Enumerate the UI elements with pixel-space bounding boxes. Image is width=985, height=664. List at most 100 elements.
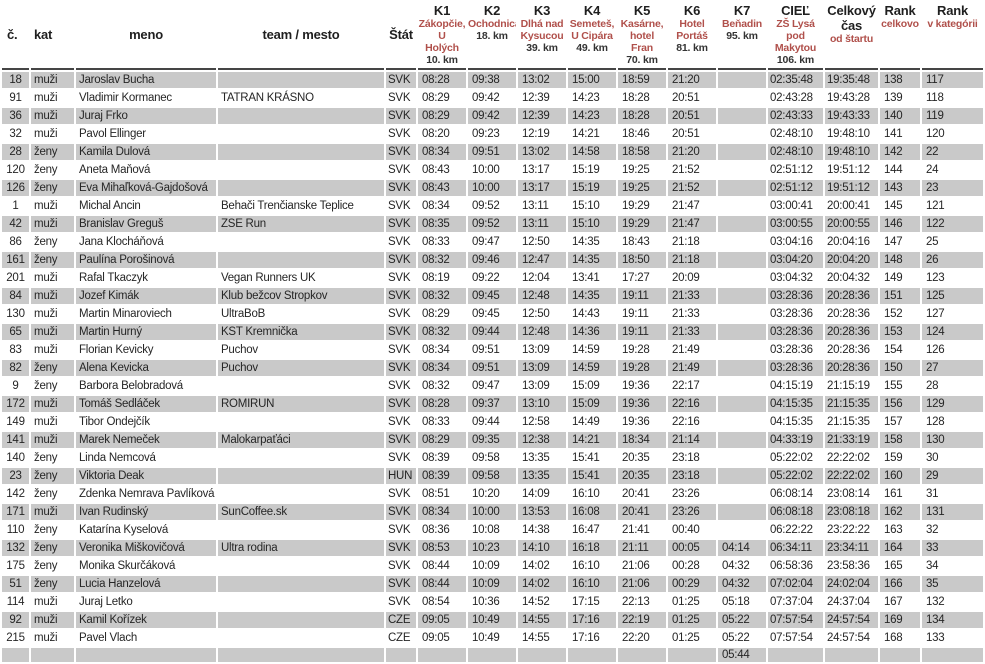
cell-meno: Zdenka Nemrava Pavlíková	[79, 488, 215, 500]
cell-k4: 14:36	[568, 324, 616, 340]
cell-ciel: 03:00:41	[770, 200, 813, 212]
cell-ciel: 04:33:19	[768, 432, 823, 448]
cell-k4: 14:59	[568, 360, 616, 376]
cell-ciel: 06:34:11	[768, 540, 823, 556]
cell-rank: 153	[880, 324, 920, 340]
column-title: meno	[129, 27, 163, 42]
cell-k7	[718, 450, 766, 466]
table-row: 132 ženy Veronika Miškovičová Ultra rodina S…	[2, 540, 983, 556]
cell-rank: 156	[880, 396, 920, 412]
cell-k3: 13:02	[518, 72, 566, 88]
cell-k4: 15:19	[568, 180, 616, 196]
cell-rank: 152	[884, 308, 903, 320]
cell-cislo: 161	[2, 252, 29, 268]
cell-stat: SVK	[388, 128, 411, 140]
cell-k6: 21:20	[668, 144, 716, 160]
cell-kat: muži	[34, 272, 58, 284]
cell-cislo: 114	[6, 596, 25, 608]
cell-k6: 01:25	[672, 632, 700, 644]
cell-celkovy: 22:22:02	[825, 468, 878, 484]
cell-meno: Lucia Hanzelová	[76, 576, 216, 592]
cell-team: Klub bežcov Stropkov	[218, 288, 384, 304]
cell-team: KST Kremnička	[218, 324, 384, 340]
checkpoint-location-label: Hotel Portáš	[676, 18, 708, 42]
cell-kat: ženy	[31, 576, 74, 592]
cell-meno: Linda Nemcová	[79, 452, 156, 464]
cell-celkovy: 21:15:35	[825, 396, 878, 412]
checkpoint-distance-label: 95. km	[726, 30, 758, 42]
cell-k3: 13:17	[518, 180, 566, 196]
cell-k7	[718, 180, 766, 196]
cell-k4: 15:10	[572, 200, 600, 212]
cell-kat: muži	[31, 216, 74, 232]
cell-k1: 08:53	[418, 540, 466, 556]
cell-kat: muži	[31, 504, 74, 520]
column-header-k4: K4 Semeteš, U Cipára 49. km	[568, 2, 616, 70]
cell-ciel: 06:08:18	[768, 504, 823, 520]
table-row: 82 ženy Alena Kevicka Puchov SVK 08:34 09:51 13…	[2, 360, 983, 376]
cell-k6: 20:09	[672, 272, 700, 284]
column-title: K3	[533, 3, 551, 18]
cell-rankkat: 23	[922, 180, 983, 196]
cell-k7	[718, 126, 766, 142]
cell-k1: 08:34	[422, 200, 450, 212]
cell-stat: SVK	[388, 560, 411, 572]
cell-k2: 09:42	[472, 92, 500, 104]
cell-kat: ženy	[31, 252, 74, 268]
cell-rank: 158	[880, 432, 920, 448]
cell-team	[218, 234, 384, 250]
cell-k2: 09:46	[468, 252, 516, 268]
column-header-rank: Rank celkovo	[880, 2, 920, 70]
cell-k5: 20:41	[618, 504, 666, 520]
cell-k4: 14:21	[572, 128, 600, 140]
cell-k7	[718, 522, 766, 538]
cell-stat: SVK	[388, 308, 411, 320]
cell-stat: SVK	[386, 540, 416, 556]
table-row: 140 ženy Linda Nemcová SVK 08:39 09:58 13:35 15…	[2, 450, 983, 466]
cell-k2: 10:00	[468, 180, 516, 196]
cell-rank: 138	[880, 72, 920, 88]
table-row: 141 muži Marek Nemeček Malokarpaťáci SVK 08:2…	[2, 432, 983, 448]
cell-k3: 12:19	[522, 128, 550, 140]
cell-stat: CZE	[386, 612, 416, 628]
column-title: K7	[733, 3, 751, 18]
cell-k5: 19:36	[622, 380, 650, 392]
cell-k2: 09:47	[472, 236, 500, 248]
cell-kat: muži	[34, 308, 58, 320]
cell-k3: 14:55	[522, 632, 550, 644]
cell-celkovy: 20:00:55	[825, 216, 878, 232]
table-row: 28 ženy Kamila Dulová SVK 08:34 09:51 13:02 14:…	[2, 144, 983, 160]
column-title: Celkový čas	[827, 3, 876, 33]
cell-meno: Monika Skurčáková	[79, 560, 176, 572]
cell-celkovy: 19:51:12	[827, 164, 870, 176]
cell-celkovy: 20:28:36	[827, 308, 870, 320]
cell-k7	[718, 144, 766, 160]
cell-rank: 139	[884, 92, 903, 104]
cell-celkovy: 24:57:54	[825, 612, 878, 628]
cell-ciel: 02:51:12	[770, 164, 813, 176]
checkpoint-distance-label: 70. km	[626, 54, 658, 66]
cell-k6: 00:40	[672, 524, 700, 536]
cell-k6: 01:25	[672, 596, 700, 608]
column-header-k1: K1 Zákopčie, U Holých 10. km	[418, 2, 466, 70]
cell-k5: 18:59	[618, 72, 666, 88]
cell-k7	[718, 90, 766, 106]
cell-k2: 10:20	[472, 488, 500, 500]
column-title: team / mesto	[262, 27, 340, 42]
checkpoint-distance-label: 81. km	[676, 42, 708, 54]
cell-kat: ženy	[34, 380, 58, 392]
checkpoint-location-label: celkovo	[881, 18, 919, 30]
cell-k5: 19:25	[622, 164, 650, 176]
cell-meno: Barbora Belobradová	[79, 380, 183, 392]
cell-team: Puchov	[221, 344, 258, 356]
cell-k2: 09:45	[472, 308, 500, 320]
cell-k5: 19:11	[618, 324, 666, 340]
cell-ciel	[768, 648, 823, 662]
cell-kat: ženy	[34, 560, 58, 572]
cell-k1: 08:29	[418, 108, 466, 124]
cell-rankkat: 34	[926, 560, 939, 572]
cell-celkovy: 20:28:36	[825, 324, 878, 340]
cell-team: Vegan Runners UK	[221, 272, 316, 284]
cell-cislo: 130	[6, 308, 25, 320]
cell-k6: 23:26	[672, 488, 700, 500]
